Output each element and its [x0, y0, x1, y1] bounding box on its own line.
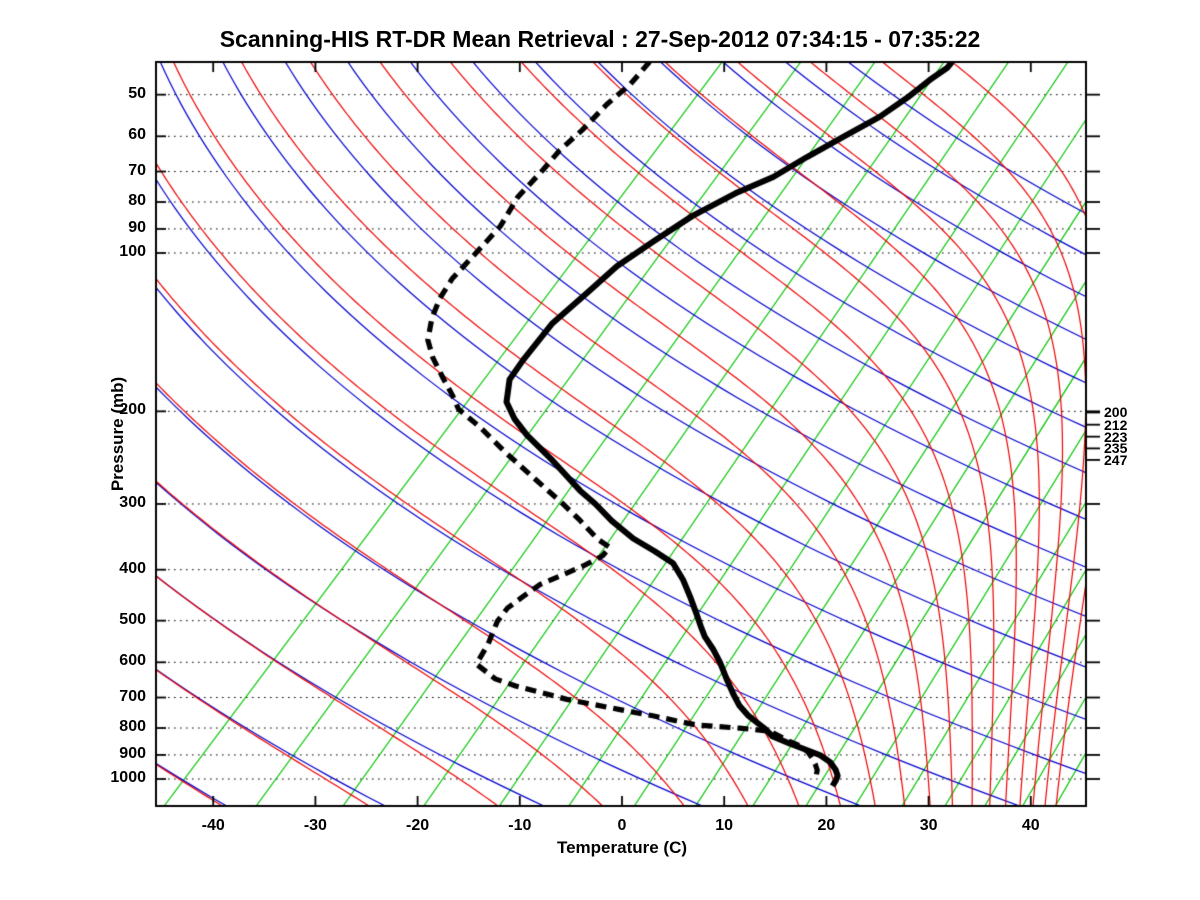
right-pressure-label: 235	[1104, 440, 1128, 457]
x-tick-label: 30	[919, 817, 938, 834]
x-tick-label: 40	[1021, 817, 1040, 834]
x-tick-label: -20	[406, 817, 430, 834]
x-axis-label: Temperature (C)	[556, 838, 688, 857]
x-tick-label: 10	[715, 817, 734, 834]
right-pressure-label: 200	[1104, 404, 1128, 421]
y-tick-label: 90	[128, 218, 146, 236]
y-tick-label: 70	[128, 161, 146, 179]
x-tick-label: 20	[817, 817, 836, 834]
x-tick-label: -30	[303, 817, 327, 834]
y-tick-label: 300	[119, 493, 146, 511]
right-pressure-label: 223	[1104, 428, 1128, 445]
y-tick-label: 700	[119, 687, 146, 705]
y-tick-label: 100	[119, 243, 146, 260]
y-tick-label: 50	[128, 84, 146, 102]
y-tick-label: 600	[119, 652, 146, 670]
chart-title: Scanning-HIS RT-DR Mean Retrieval : 27-S…	[219, 26, 981, 52]
y-tick-label: 60	[128, 126, 146, 144]
x-tick-label: -10	[508, 817, 532, 834]
right-pressure-label: 212	[1104, 416, 1128, 433]
x-tick-label: -40	[201, 817, 225, 834]
y-tick-label: 900	[119, 744, 146, 762]
right-pressure-label: 247	[1104, 451, 1128, 468]
y-tick-label: 800	[119, 718, 146, 736]
y-tick-label: 200	[119, 401, 146, 419]
y-tick-label: 80	[128, 192, 146, 210]
y-tick-label: 1000	[110, 769, 146, 786]
y-tick-label: 500	[119, 610, 146, 628]
x-tick-label: 0	[617, 817, 627, 834]
y-axis-label: Pressure (mb)	[108, 376, 127, 492]
y-tick-label: 400	[119, 559, 146, 577]
